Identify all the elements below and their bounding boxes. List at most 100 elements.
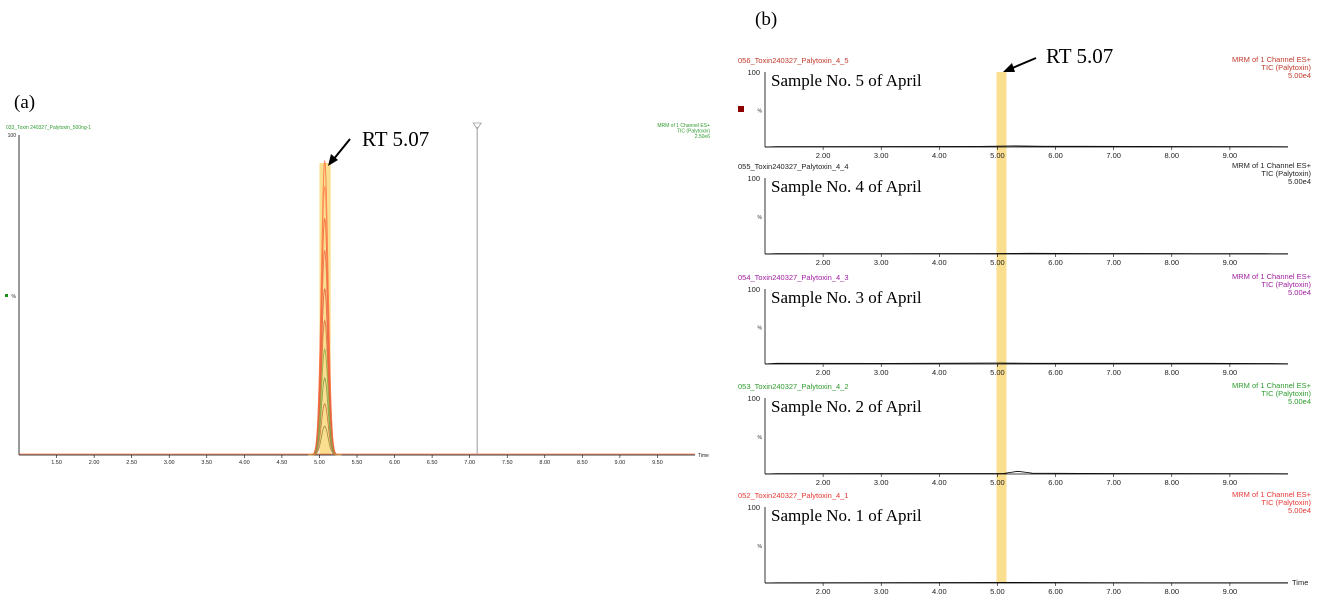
panel-b-x-tick-label: 5.00 (990, 151, 1005, 160)
panel-b-x-tick-label: 2.00 (816, 151, 831, 160)
panel-a-marker-triangle (472, 122, 482, 130)
panel-b-header-right-line: MRM of 1 Channel ES+ (1232, 490, 1312, 499)
panel-a-x-tick-label: 7.00 (464, 460, 475, 466)
panel-a-rt-arrowhead (328, 154, 338, 166)
panel-b-header-right-line: TIC (Palytoxin) (1261, 498, 1311, 507)
panel-a-x-tick-label: 6.00 (389, 460, 400, 466)
panel-b-x-tick-label: 4.00 (932, 151, 947, 160)
panel-a-x-tick-label: 5.00 (314, 460, 325, 466)
panel-b-y-mid-label: % (758, 215, 763, 221)
panel-a-channel-marker (5, 294, 8, 297)
panel-a-x-tick-label: 5.50 (352, 460, 363, 466)
panel-b-x-tick-label: 5.00 (990, 587, 1005, 596)
panel-a-x-tick-label: 3.00 (164, 460, 175, 466)
panel-b-x-tick-label: 3.00 (874, 368, 889, 377)
panel-a-letter: (a) (14, 92, 35, 113)
panel-b-header-right-line: MRM of 1 Channel ES+ (1232, 55, 1312, 64)
panel-b-x-tick-label: 2.00 (816, 368, 831, 377)
panel-a-x-tick-label: 3.50 (201, 460, 212, 466)
panel-b-sample-label: Sample No. 2 of April (771, 397, 922, 416)
panel-b-header-right-line: TIC (Palytoxin) (1261, 169, 1311, 178)
panel-b-header-right-line: TIC (Palytoxin) (1261, 389, 1311, 398)
panel-a-y-mid-label: % (12, 294, 17, 300)
panel-a-x-tick-label: 1.50 (51, 460, 62, 466)
panel-a-x-tick-label: 4.50 (277, 460, 288, 466)
panel-b-rt-annotation: RT 5.07 (1046, 44, 1113, 68)
panel-b-y-top-label: 100 (747, 394, 760, 403)
panel-b-channel-marker (738, 106, 744, 112)
panel-b-x-tick-label: 2.00 (816, 587, 831, 596)
panel-a-x-tick-label: 4.00 (239, 460, 250, 466)
panel-b-y-top-label: 100 (747, 285, 760, 294)
panel-a-y-top-label: 100 (8, 133, 17, 139)
panel-b-x-tick-label: 4.00 (932, 368, 947, 377)
panel-b-x-tick-label: 9.00 (1223, 151, 1238, 160)
panel-b-x-tick-label: 5.00 (990, 258, 1005, 267)
panel-b-x-tick-label: 9.00 (1223, 587, 1238, 596)
panel-b-x-tick-label: 3.00 (874, 151, 889, 160)
panel-b-rt-arrowhead (1003, 63, 1015, 72)
panel-a-header-right-line: 2.50e6 (695, 134, 711, 140)
panel-b-sample-id: 056_Toxin240327_Palytoxin_4_5 (738, 56, 849, 65)
panel-b-x-tick-label: 8.00 (1164, 478, 1179, 487)
panel-a-x-tick-label: 9.50 (652, 460, 663, 466)
panel-b-subplot: 052_Toxin240327_Palytoxin_4_1 MRM of 1 Ch… (738, 490, 1312, 596)
panel-b-sample-id: 054_Toxin240327_Palytoxin_4_3 (738, 273, 849, 282)
panel-b-rt-highlight (996, 72, 1007, 583)
panel-a-peak-trace (308, 425, 342, 456)
panel-b-x-tick-label: 6.00 (1048, 478, 1063, 487)
panel-b-sample-id: 052_Toxin240327_Palytoxin_4_1 (738, 491, 849, 500)
panel-a-rt-highlight (319, 163, 331, 455)
panel-b-x-tick-label: 9.00 (1223, 258, 1238, 267)
panel-b-trace (764, 581, 1288, 584)
panel-b-x-tick-label: 4.00 (932, 478, 947, 487)
panel-a-x-tick-label: 8.00 (539, 460, 550, 466)
panel-b-header-right-line: MRM of 1 Channel ES+ (1232, 161, 1312, 170)
panel-a-sample-id: 033_Toxin 240327_Palytoxin_500ng-1 (6, 125, 91, 131)
panel-b-y-mid-label: % (758, 109, 763, 115)
panel-b-y-mid-label: % (758, 544, 763, 550)
panel-b-x-tick-label: 6.00 (1048, 587, 1063, 596)
panel-b-x-tick-label: 3.00 (874, 587, 889, 596)
panel-b-header-right-line: 5.00e4 (1288, 288, 1311, 297)
panel-b-rt-arrow (1009, 57, 1037, 70)
panel-b-x-tick-label: 9.00 (1223, 478, 1238, 487)
panel-b-x-tick-label: 9.00 (1223, 368, 1238, 377)
panel-b-header-right-line: 5.00e4 (1288, 71, 1311, 80)
panel-b-header-right-line: 5.00e4 (1288, 177, 1311, 186)
panel-b-header-right-line: MRM of 1 Channel ES+ (1232, 381, 1312, 390)
panel-a-x-tick-label: 6.50 (427, 460, 438, 466)
panel-b-x-tick-label: 3.00 (874, 258, 889, 267)
panel-b-subplot: 053_Toxin240327_Palytoxin_4_2 MRM of 1 Ch… (738, 381, 1312, 487)
panel-b-y-mid-label: % (758, 435, 763, 441)
panel-b-x-tick-label: 7.00 (1106, 368, 1121, 377)
panel-b-header-right-line: 5.00e4 (1288, 397, 1311, 406)
panel-b-sample-label: Sample No. 4 of April (771, 177, 922, 196)
panel-b-x-end-label: Time (1292, 578, 1308, 587)
panel-b-x-tick-label: 8.00 (1164, 587, 1179, 596)
panel-b-header-right-line: TIC (Palytoxin) (1261, 63, 1311, 72)
panel-b-x-tick-label: 6.00 (1048, 151, 1063, 160)
panel-b-x-tick-label: 4.00 (932, 587, 947, 596)
panel-b-subplot: 056_Toxin240327_Palytoxin_4_5 MRM of 1 Ch… (738, 55, 1312, 160)
panel-b-x-tick-label: 6.00 (1048, 368, 1063, 377)
panel-a-x-tick-label: 7.50 (502, 460, 513, 466)
panel-a-rt-arrow (332, 138, 351, 161)
panel-a-header-right-line: MRM of 1 Channel ES+ (657, 123, 710, 129)
panel-b-x-tick-label: 4.00 (932, 258, 947, 267)
panel-b-x-tick-label: 7.00 (1106, 478, 1121, 487)
panel-b-x-tick-label: 6.00 (1048, 258, 1063, 267)
panel-a-x-tick-label: 8.50 (577, 460, 588, 466)
panel-a-rt-annotation: RT 5.07 (362, 127, 429, 151)
panel-b-x-tick-label: 7.00 (1106, 151, 1121, 160)
panel-b-sample-label: Sample No. 5 of April (771, 71, 922, 90)
panel-b-x-tick-label: 8.00 (1164, 258, 1179, 267)
panel-b-trace (764, 470, 1289, 475)
panel-b-trace (764, 145, 1289, 148)
panel-b-sample-id: 055_Toxin240327_Palytoxin_4_4 (738, 162, 849, 171)
panel-b-letter: (b) (755, 9, 777, 30)
panel-b-x-tick-label: 7.00 (1106, 258, 1121, 267)
panel-b-x-tick-label: 2.00 (816, 478, 831, 487)
panel-b-header-right-line: MRM of 1 Channel ES+ (1232, 272, 1312, 281)
